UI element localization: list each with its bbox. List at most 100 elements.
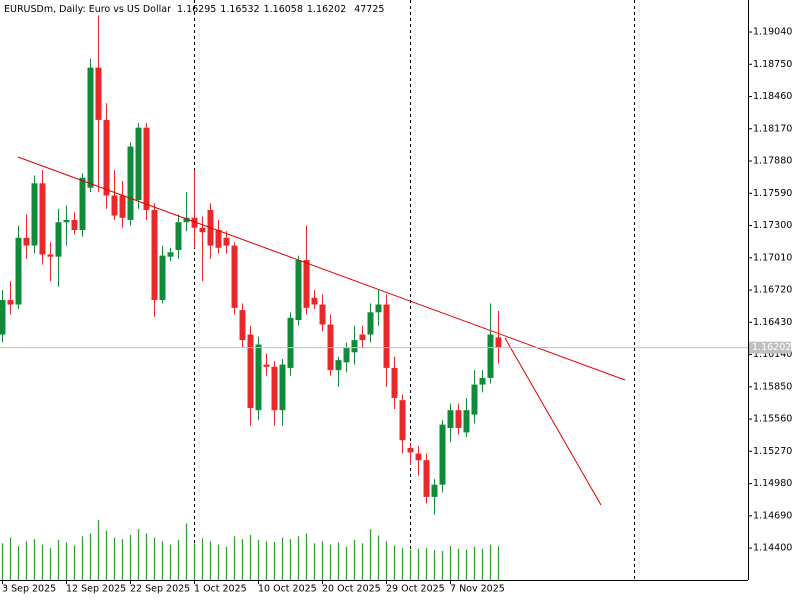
y-tick-label: 1.18460 — [753, 91, 792, 102]
y-tick-label: 1.16720 — [753, 285, 792, 296]
candle-body — [439, 424, 446, 485]
candle-body — [463, 410, 470, 433]
candle-body — [375, 304, 382, 313]
x-tick-label: 7 Nov 2025 — [450, 584, 505, 595]
symbol-title: EURUSDm, Daily: Euro vs US Dollar — [4, 4, 171, 15]
candle-body — [359, 334, 366, 341]
current-price-label: 1.16202 — [752, 342, 791, 353]
candle-body — [23, 237, 30, 246]
chart-header: EURUSDm, Daily: Euro vs US Dollar 1.16295… — [4, 4, 384, 15]
candle-body — [399, 400, 406, 441]
candle-body — [407, 447, 414, 453]
candle-body — [119, 195, 126, 218]
last-low: 1.16058 — [264, 4, 303, 15]
candle-body — [343, 347, 350, 363]
last-high: 1.16532 — [220, 4, 259, 15]
candle-body — [15, 237, 22, 305]
x-tick-label: 1 Oct 2025 — [194, 584, 247, 595]
y-tick-label: 1.19040 — [753, 27, 792, 38]
candle-body — [231, 245, 238, 308]
candle-body — [167, 252, 174, 257]
candle-body — [127, 146, 134, 220]
y-tick-label: 1.16140 — [753, 349, 792, 360]
candle-body — [487, 334, 494, 378]
y-tick-label: 1.18750 — [753, 59, 792, 70]
y-tick-label: 1.14400 — [753, 543, 792, 554]
x-tick-label: 10 Oct 2025 — [258, 584, 317, 595]
candle-body — [31, 183, 38, 246]
y-tick-label: 1.17590 — [753, 188, 792, 199]
candle-body — [191, 217, 198, 228]
candle-body — [39, 183, 46, 255]
last-volume: 47725 — [354, 4, 384, 15]
last-open: 1.16295 — [177, 4, 216, 15]
x-tick-label: 29 Oct 2025 — [386, 584, 445, 595]
last-close: 1.16202 — [307, 4, 346, 15]
y-tick-label: 1.14690 — [753, 510, 792, 521]
candle-body — [311, 297, 318, 305]
y-tick-label: 1.15850 — [753, 381, 792, 392]
candle-body — [215, 229, 222, 248]
candle-body — [0, 300, 6, 335]
trend-line — [17, 156, 626, 381]
current-price-box — [749, 341, 791, 354]
candle-body — [175, 222, 182, 251]
y-tick-label: 1.18170 — [753, 123, 792, 134]
candle-body — [335, 360, 342, 371]
candle-body — [103, 119, 110, 196]
x-tick-label: 22 Sep 2025 — [130, 584, 190, 595]
candle-body — [447, 410, 454, 428]
candle-body — [303, 260, 310, 308]
candle-body — [383, 304, 390, 368]
candle-body — [7, 300, 14, 305]
candle-body — [279, 364, 286, 411]
candle-body — [367, 312, 374, 335]
candle-body — [143, 127, 150, 210]
y-tick-label: 1.17300 — [753, 220, 792, 231]
candle-body — [199, 227, 206, 233]
candle-body — [95, 67, 102, 120]
trend-line — [504, 337, 602, 506]
y-tick-label: 1.16430 — [753, 317, 792, 328]
candle-body — [111, 195, 118, 216]
candle-body — [471, 384, 478, 415]
y-tick-label: 1.15270 — [753, 446, 792, 457]
candle-body — [223, 237, 230, 246]
candle-body — [415, 453, 422, 461]
candle-body — [431, 484, 438, 497]
candles — [0, 15, 502, 580]
candle-body — [495, 337, 502, 348]
y-tick-label: 1.17010 — [753, 252, 792, 263]
x-tick-label: 12 Sep 2025 — [66, 584, 126, 595]
candle-body — [423, 460, 430, 497]
y-tick-label: 1.17880 — [753, 156, 792, 167]
candle-body — [47, 254, 54, 257]
candle-body — [271, 366, 278, 411]
candle-body — [79, 177, 86, 230]
candle-body — [351, 340, 358, 353]
candle-body — [319, 304, 326, 325]
candle-body — [247, 334, 254, 408]
candle-body — [287, 317, 294, 368]
candle-body — [479, 377, 486, 385]
candle-body — [71, 219, 78, 230]
candle-body — [239, 310, 246, 341]
candle-body — [263, 364, 270, 367]
candle-body — [391, 367, 398, 398]
candle-body — [151, 209, 158, 301]
candle-body — [135, 127, 142, 200]
candle-body — [55, 222, 62, 257]
x-tick-label: 3 Sep 2025 — [2, 584, 56, 595]
candle-body — [255, 344, 262, 411]
y-tick-label: 1.14980 — [753, 478, 792, 489]
candle-body — [159, 255, 166, 301]
candle-body — [455, 410, 462, 428]
candle-body — [63, 219, 70, 223]
y-tick-label: 1.15560 — [753, 414, 792, 425]
x-tick-label: 20 Oct 2025 — [322, 584, 381, 595]
candle-body — [87, 67, 94, 188]
candle-body — [295, 260, 302, 321]
